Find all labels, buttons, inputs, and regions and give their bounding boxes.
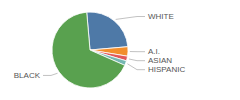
- leader-lines: [43, 17, 145, 76]
- leader-line: [116, 17, 145, 20]
- leader-line: [130, 51, 145, 52]
- leader-line: [129, 59, 145, 61]
- slice-label: A.I.: [148, 47, 160, 56]
- slice-label: HISPANIC: [148, 65, 185, 74]
- slice-label: ASIAN: [148, 56, 172, 65]
- pie-slice: [87, 12, 128, 50]
- leader-line: [127, 64, 145, 70]
- pie-slice: [52, 12, 125, 88]
- slice-labels: WHITE A.I.ASIANHISPANIC BLACK: [14, 12, 186, 80]
- chart: WHITE A.I.ASIANHISPANIC BLACK: [0, 0, 240, 100]
- slice-label: WHITE: [148, 12, 174, 21]
- slice-label: BLACK: [14, 71, 41, 80]
- leader-line: [43, 73, 58, 75]
- pie: [52, 12, 128, 88]
